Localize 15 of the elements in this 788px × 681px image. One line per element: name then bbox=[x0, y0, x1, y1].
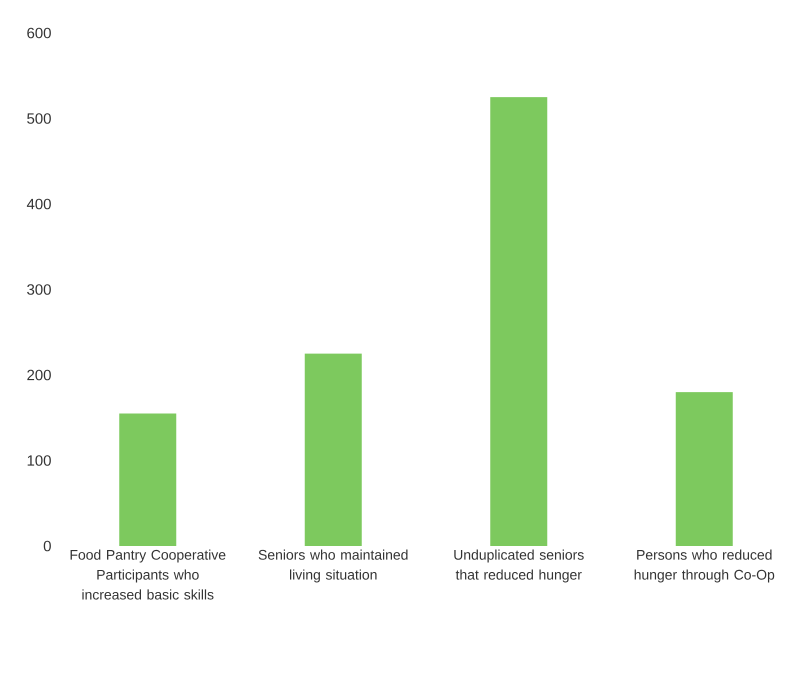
bar bbox=[676, 392, 733, 546]
bar bbox=[490, 97, 548, 546]
bar bbox=[304, 354, 362, 546]
y-tick-label: 400 bbox=[26, 198, 51, 210]
y-tick-label: 200 bbox=[27, 370, 51, 380]
y-tick-label: 100 bbox=[28, 455, 51, 466]
x-tick-label: Persons who reduced hunger through Co-Op bbox=[634, 550, 774, 582]
y-tick-label: 600 bbox=[27, 28, 51, 38]
y-tick-label: 300 bbox=[27, 284, 51, 295]
y-tick-label: 500 bbox=[27, 113, 51, 124]
x-tick-label: Food Pantry Cooperative Participants who increased basic skills bbox=[70, 550, 226, 600]
y-tick-label: 0 bbox=[44, 540, 51, 552]
x-tick-label: Unduplicated seniors that reduced hunger bbox=[454, 550, 584, 582]
x-tick-label: Seniors who maintained living situation bbox=[258, 550, 408, 582]
bar bbox=[119, 413, 176, 546]
